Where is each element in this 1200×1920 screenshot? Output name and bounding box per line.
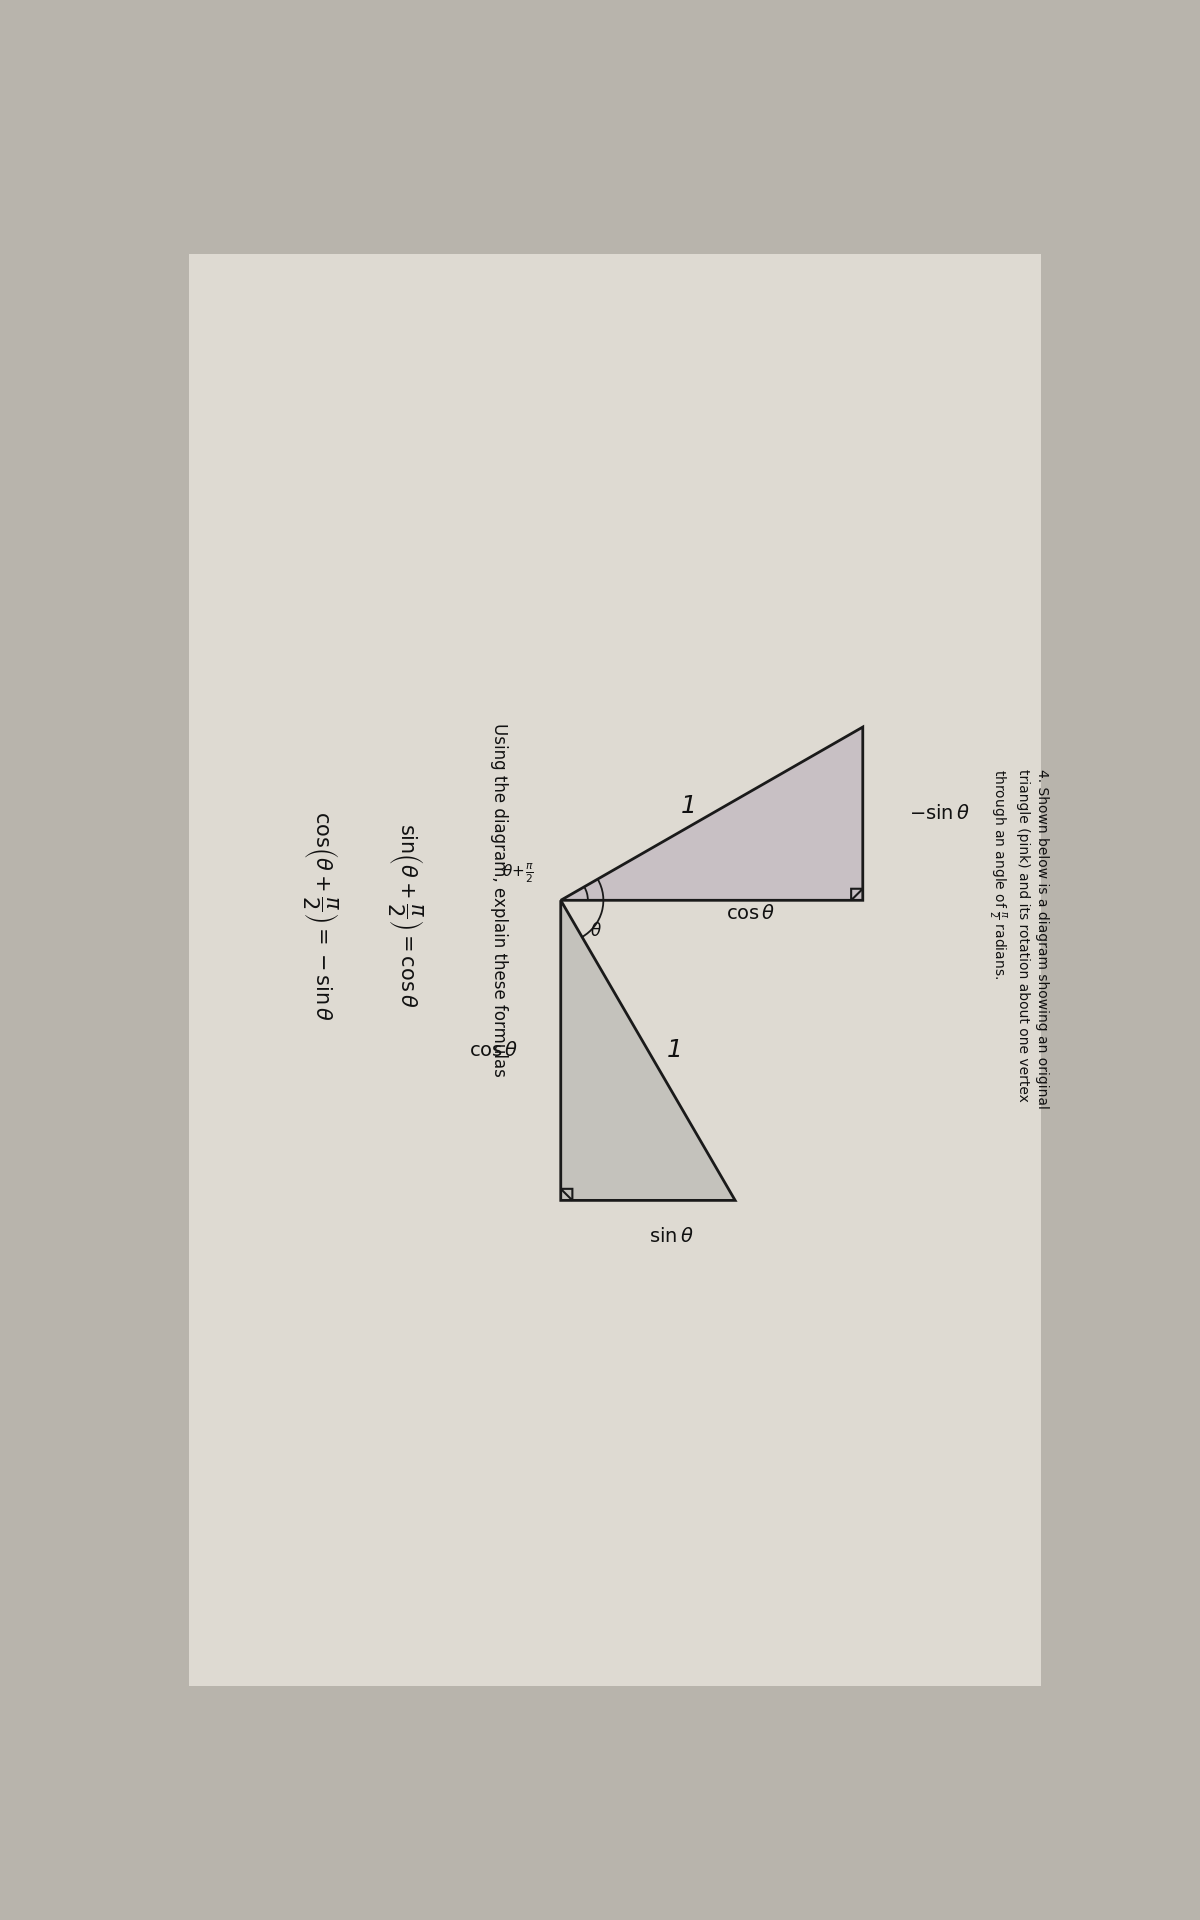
Text: $\sin\theta$: $\sin\theta$: [649, 1227, 694, 1246]
Polygon shape: [560, 900, 736, 1200]
Text: $\cos\!\left(\theta + \dfrac{\pi}{2}\right) = -\sin\theta$: $\cos\!\left(\theta + \dfrac{\pi}{2}\rig…: [301, 810, 340, 1021]
Text: 1: 1: [680, 795, 696, 818]
Text: $\cos\theta$: $\cos\theta$: [726, 904, 775, 924]
Text: $\theta$: $\theta$: [589, 922, 601, 941]
Polygon shape: [560, 728, 863, 900]
Text: 4. Shown below is a diagram showing an original
triangle (pink) and its rotation: 4. Shown below is a diagram showing an o…: [986, 768, 1049, 1108]
Text: $\sin\!\left(\theta + \dfrac{\pi}{2}\right) = \cos\theta$: $\sin\!\left(\theta + \dfrac{\pi}{2}\rig…: [386, 824, 425, 1008]
Text: Using the diagram, explain these formulas: Using the diagram, explain these formula…: [490, 724, 508, 1077]
Text: $\cos\theta$: $\cos\theta$: [468, 1041, 518, 1060]
Text: 1: 1: [667, 1039, 683, 1062]
Text: $\theta\!+\!\frac{\pi}{2}$: $\theta\!+\!\frac{\pi}{2}$: [502, 862, 534, 885]
Text: $-\sin\theta$: $-\sin\theta$: [910, 804, 971, 824]
